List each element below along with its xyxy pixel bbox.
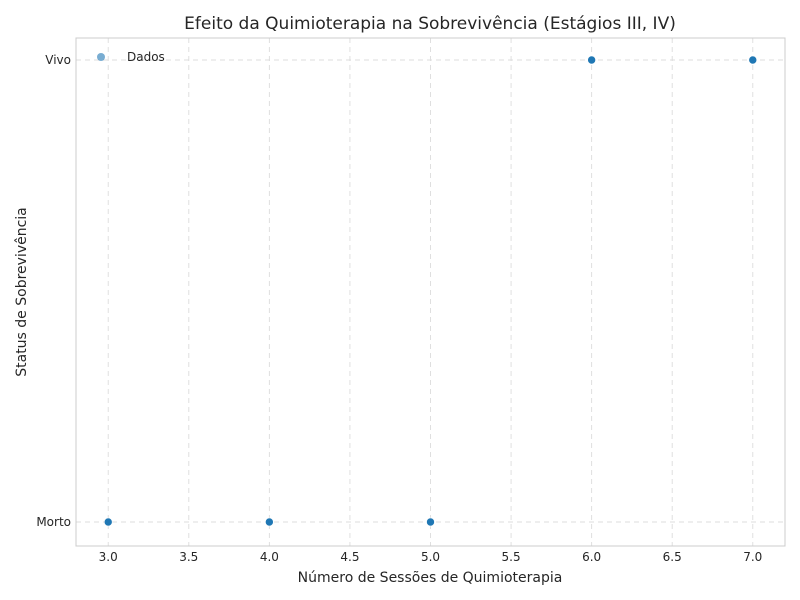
x-axis-label: Número de Sessões de Quimioterapia [298, 570, 563, 586]
legend-marker [97, 53, 105, 61]
grid-lines [76, 38, 785, 546]
x-tick-label: 4.0 [260, 550, 279, 564]
data-point [426, 517, 435, 527]
legend: Dados [97, 50, 165, 64]
x-tick-label: 4.5 [340, 550, 359, 564]
data-points [103, 55, 758, 527]
data-point [748, 55, 758, 65]
y-tick-label: Vivo [45, 53, 71, 67]
data-point [103, 517, 113, 527]
data-point [587, 55, 596, 65]
plot-area-frame [75, 37, 786, 547]
y-tick-label: Morto [36, 515, 71, 529]
x-axis: 3.0 3.5 4.0 4.5 5.0 5.5 6.0 6.5 7.0 [99, 550, 763, 564]
x-tick-label: 6.0 [582, 550, 601, 564]
chart-title: Efeito da Quimioterapia na Sobrevivência… [184, 14, 676, 34]
x-tick-label: 7.0 [743, 550, 762, 564]
x-tick-label: 6.5 [663, 550, 682, 564]
legend-label: Dados [127, 50, 165, 64]
x-tick-label: 3.5 [179, 550, 198, 564]
x-tick-label: 3.0 [99, 550, 118, 564]
y-axis: Morto Vivo [36, 53, 71, 529]
x-tick-label: 5.0 [421, 550, 440, 564]
y-axis-label: Status de Sobrevivência [14, 207, 30, 377]
x-tick-label: 5.5 [502, 550, 521, 564]
data-point [265, 517, 274, 527]
